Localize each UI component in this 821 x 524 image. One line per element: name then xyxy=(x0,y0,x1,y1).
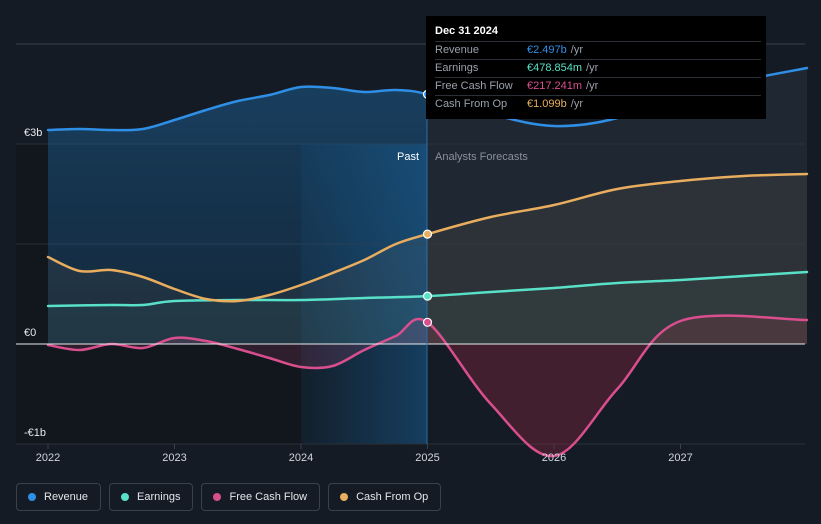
tooltip-value: €2.497b xyxy=(527,44,567,56)
legend-dot-icon xyxy=(213,493,222,501)
x-tick-label: 2024 xyxy=(289,452,313,464)
y-tick-label: €0 xyxy=(24,327,36,339)
cash-from-op-area-forecast xyxy=(427,174,807,344)
x-tick-label: 2023 xyxy=(162,452,186,464)
tooltip-name: Earnings xyxy=(435,62,479,74)
tooltip-value: €217.241m xyxy=(527,80,583,92)
legend-item-earnings[interactable]: Earnings xyxy=(109,483,194,511)
legend-label: Cash From Op xyxy=(356,491,429,503)
tooltip-name: Free Cash Flow xyxy=(435,80,513,92)
cash-from-op-area-past xyxy=(48,234,428,344)
tooltip-date: Dec 31 2024 xyxy=(435,25,498,37)
x-tick-label: 2022 xyxy=(36,452,60,464)
y-tick-label: -€1b xyxy=(24,427,46,439)
tooltip-unit: /yr xyxy=(586,80,599,92)
x-axis: 2022 2023 2024 2025 2026 2027 xyxy=(36,444,693,464)
tooltip-row-free-cash-flow: Free Cash Flow €217.241m /yr xyxy=(435,77,761,95)
tooltip-name: Revenue xyxy=(435,44,480,56)
forecast-label: Analysts Forecasts xyxy=(435,151,528,163)
x-tick-label: 2027 xyxy=(668,452,692,464)
x-tick-label: 2025 xyxy=(415,452,439,464)
tooltip-unit: /yr xyxy=(586,62,599,74)
past-label: Past xyxy=(397,151,419,163)
x-tick-label: 2026 xyxy=(542,452,566,464)
earnings-area-past xyxy=(48,296,428,344)
tooltip-name: Cash From Op xyxy=(435,98,508,110)
y-tick-label: €3b xyxy=(24,127,42,139)
series-lines xyxy=(46,66,809,458)
revenue-area-past xyxy=(48,86,428,344)
revenue-area-forecast xyxy=(427,68,807,344)
tooltip-row-cash-from-op: Cash From Op €1.099b /yr xyxy=(435,95,761,113)
tooltip-unit: /yr xyxy=(570,98,583,110)
legend-item-cash-from-op[interactable]: Cash From Op xyxy=(328,483,442,511)
legend-dot-icon xyxy=(340,493,349,501)
legend: Revenue Earnings Free Cash Flow Cash Fro… xyxy=(16,483,442,511)
legend-label: Revenue xyxy=(44,491,89,503)
cash-from-op-marker xyxy=(422,229,433,239)
earnings-marker xyxy=(422,291,433,301)
free-cash-flow-line xyxy=(46,314,809,458)
free-cash-flow-area-past xyxy=(48,319,428,369)
free-cash-flow-area-forecast xyxy=(427,315,807,457)
y-axis: €3b €0 -€1b xyxy=(24,127,46,439)
tooltip: Dec 31 2024 Revenue €2.497b /yr Earnings… xyxy=(426,16,766,119)
earnings-area-forecast xyxy=(427,272,807,344)
cash-from-op-line xyxy=(46,172,809,303)
legend-dot-icon xyxy=(28,493,36,501)
earnings-line xyxy=(46,270,809,308)
series-areas xyxy=(48,68,807,457)
legend-item-revenue[interactable]: Revenue xyxy=(16,483,102,511)
legend-label: Earnings xyxy=(137,491,181,503)
free-cash-flow-marker xyxy=(422,317,433,327)
tooltip-row-revenue: Revenue €2.497b /yr xyxy=(435,41,761,59)
tooltip-unit: /yr xyxy=(570,44,583,56)
tooltip-value: €1.099b xyxy=(527,98,567,110)
tooltip-row-earnings: Earnings €478.854m /yr xyxy=(435,59,761,77)
legend-item-free-cash-flow[interactable]: Free Cash Flow xyxy=(201,483,321,511)
legend-dot-icon xyxy=(121,493,130,501)
tooltip-value: €478.854m xyxy=(527,62,583,74)
legend-label: Free Cash Flow xyxy=(229,491,308,503)
